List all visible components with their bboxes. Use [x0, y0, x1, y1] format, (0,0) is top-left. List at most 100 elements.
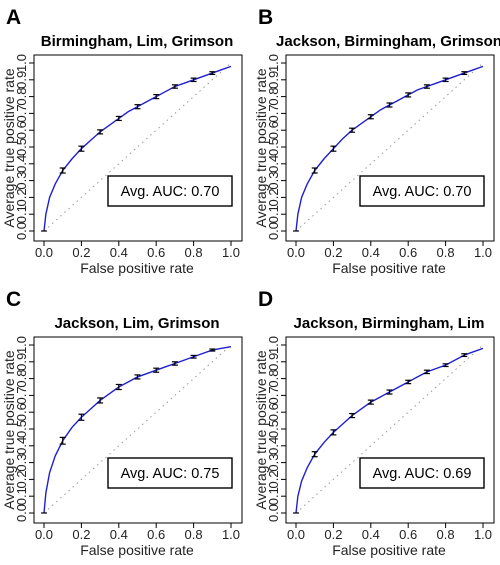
x-tick-label: 0.0: [287, 245, 305, 260]
x-tick-label: 0.4: [362, 245, 380, 260]
chance-diagonal: [43, 62, 232, 232]
y-tick-label: 0.3: [14, 172, 29, 190]
x-tick-label: 0.8: [437, 527, 455, 542]
error-bar: [78, 145, 85, 152]
x-axis-label: False positive rate: [332, 542, 446, 558]
y-tick-label: 0.5: [14, 420, 29, 438]
x-tick-label: 0.6: [147, 245, 165, 260]
error-bar: [442, 363, 449, 368]
y-tick-label: 1.0: [14, 336, 29, 354]
y-tick-label: 0.0: [14, 222, 29, 240]
error-bar: [59, 167, 66, 174]
y-tick-label: 0.7: [266, 104, 281, 122]
panel-letter: C: [6, 288, 21, 311]
x-tick-label: 0.4: [110, 245, 128, 260]
error-bar: [330, 145, 337, 152]
error-bar: [97, 129, 104, 135]
y-tick-label: 0.0: [266, 222, 281, 240]
error-bar: [311, 167, 318, 174]
x-tick-label: 1.0: [474, 527, 492, 542]
error-bar: [171, 84, 178, 89]
y-tick-label: 0.1: [266, 205, 281, 223]
y-tick-label: 0.1: [14, 487, 29, 505]
error-bar: [405, 379, 412, 385]
auc-box: [359, 175, 485, 207]
y-tick-label: 0.9: [14, 71, 29, 89]
chance-diagonal: [295, 344, 484, 514]
x-axis-label: False positive rate: [332, 260, 446, 276]
y-tick-label: 0.7: [14, 104, 29, 122]
roc-panel-a: A Birmingham, Lim, Grimson 0.0 0.2 0.4 0.6 0.8…: [1, 6, 243, 276]
x-tick-label: 1.0: [222, 245, 240, 260]
error-bar: [190, 354, 197, 359]
y-tick-label: 0.2: [266, 470, 281, 488]
y-tick-label: 0.5: [14, 138, 29, 156]
panel-title: Jackson, Lim, Grimson: [54, 315, 219, 332]
y-tick-label: 0.5: [266, 420, 281, 438]
y-tick-label: 0.9: [266, 71, 281, 89]
y-tick-label: 0.4: [14, 437, 29, 455]
y-tick-label: 0.8: [266, 88, 281, 106]
y-tick-label: 1.0: [266, 336, 281, 354]
x-tick-label: 1.0: [222, 527, 240, 542]
y-tick-label: 0.3: [266, 454, 281, 472]
y-tick-label: 0.4: [266, 155, 281, 173]
y-tick-label: 0.0: [14, 504, 29, 522]
chance-diagonal: [43, 344, 232, 514]
auc-label: Avg. AUC: 0.70: [373, 184, 472, 200]
x-tick-label: 0.4: [110, 527, 128, 542]
x-tick-label: 0.8: [185, 527, 203, 542]
y-tick-label: 0.9: [266, 353, 281, 371]
error-bar: [367, 114, 374, 120]
y-tick-label: 0.6: [266, 403, 281, 421]
error-bar: [423, 84, 430, 89]
y-axis-label: Average true positive rate: [253, 350, 269, 509]
error-bar: [78, 413, 85, 421]
panel-title: Jackson, Birmingham, Lim: [294, 315, 485, 332]
x-tick-label: 0.2: [72, 527, 90, 542]
x-tick-label: 0.8: [185, 245, 203, 260]
auc-box: [107, 457, 233, 489]
panel-title: Birmingham, Lim, Grimson: [41, 33, 234, 50]
x-tick-label: 0.6: [147, 527, 165, 542]
y-tick-label: 0.2: [266, 188, 281, 206]
plot-frame: [33, 336, 243, 524]
error-bar: [349, 127, 356, 133]
x-tick-label: 0.2: [324, 527, 342, 542]
x-tick-label: 0.2: [324, 245, 342, 260]
error-bar: [115, 383, 122, 391]
x-tick-label: 0.8: [437, 245, 455, 260]
roc-curve: [43, 65, 232, 232]
error-bar: [134, 374, 141, 380]
x-tick-label: 1.0: [474, 245, 492, 260]
error-bar: [423, 369, 430, 375]
auc-label: Avg. AUC: 0.75: [121, 466, 220, 482]
error-bar: [171, 361, 178, 366]
error-bar: [153, 367, 160, 373]
error-bar: [190, 77, 197, 83]
roc-panel-d: D Jackson, Birmingham, Lim 0.0 0.2 0.4 0.6 0.8…: [253, 288, 495, 558]
y-tick-label: 0.3: [266, 172, 281, 190]
y-tick-label: 1.0: [266, 54, 281, 72]
auc-box: [107, 175, 233, 207]
error-bar: [97, 397, 104, 404]
error-bar: [209, 348, 216, 352]
x-axis-label: False positive rate: [80, 542, 194, 558]
x-tick-label: 0.0: [35, 527, 53, 542]
error-bar: [115, 115, 122, 122]
roc-curve: [43, 345, 232, 514]
x-tick-label: 0.4: [362, 527, 380, 542]
y-axis-label: Average true positive rate: [1, 350, 17, 509]
y-tick-label: 0.2: [14, 470, 29, 488]
auc-label: Avg. AUC: 0.70: [121, 184, 220, 200]
error-bar: [330, 429, 337, 436]
panel-letter: A: [6, 6, 21, 29]
x-tick-label: 0.6: [399, 245, 417, 260]
plot-frame: [285, 54, 495, 242]
auc-box: [359, 457, 485, 489]
chance-diagonal: [295, 62, 484, 232]
error-bar: [349, 412, 356, 419]
y-tick-label: 0.3: [14, 454, 29, 472]
y-tick-label: 0.1: [266, 487, 281, 505]
y-tick-label: 1.0: [14, 54, 29, 72]
